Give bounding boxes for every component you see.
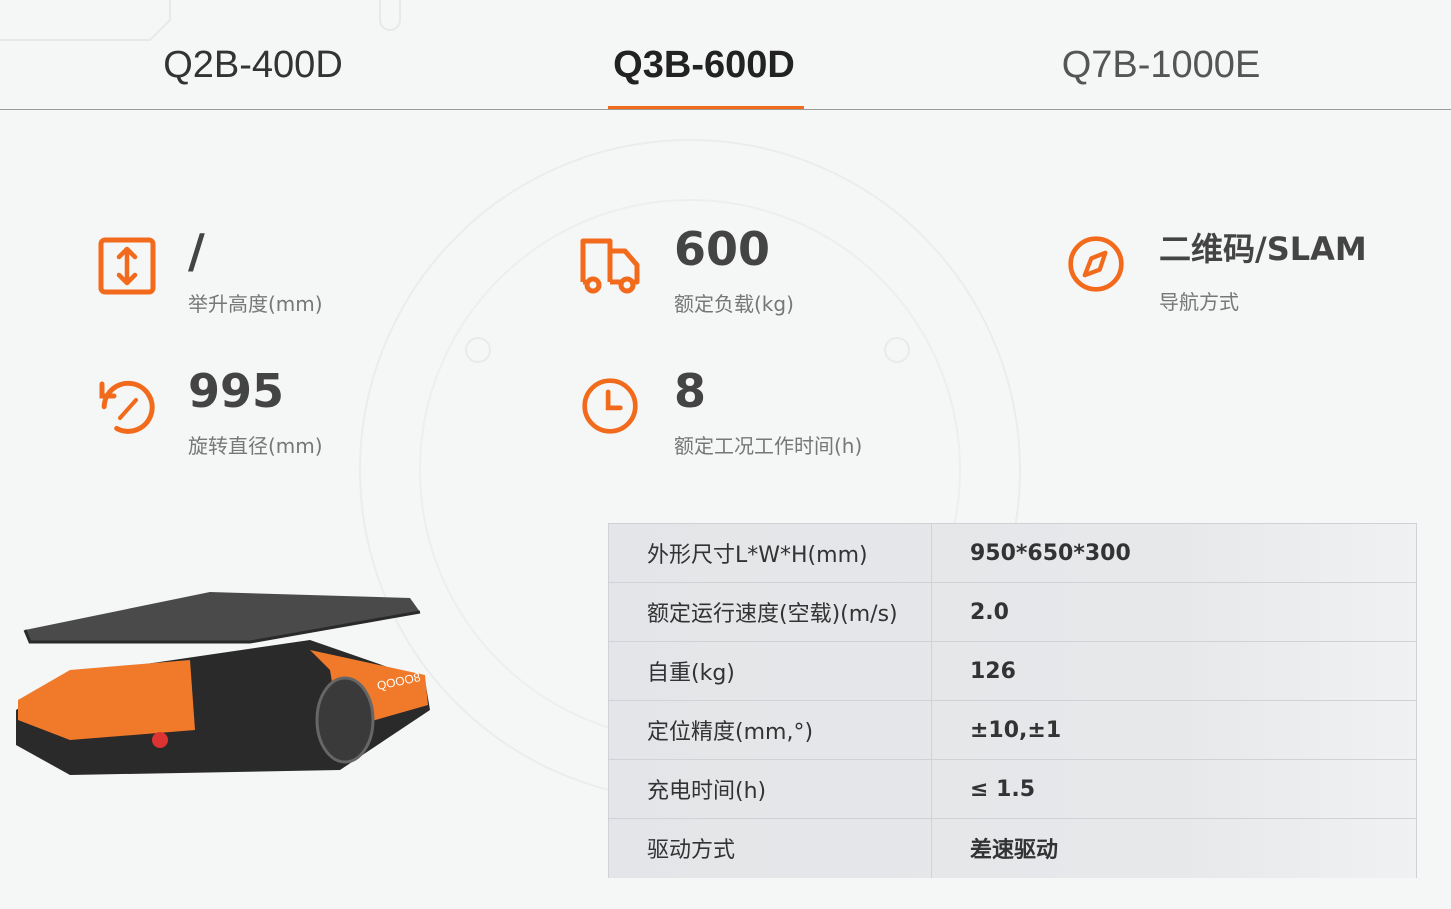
spec-value: 126	[931, 641, 1417, 701]
tab-q2b-400d[interactable]: Q2B-400D	[163, 44, 343, 86]
stat-label: 旋转直径(mm)	[188, 434, 323, 458]
stat-value: 8	[674, 364, 707, 418]
active-tab-indicator	[608, 106, 804, 109]
stat-label: 导航方式	[1159, 290, 1239, 314]
lift-height-icon	[98, 237, 156, 295]
stat-label: 额定负载(kg)	[674, 292, 794, 316]
compass-icon	[1068, 236, 1124, 292]
spec-value: 950*650*300	[931, 523, 1417, 583]
spec-key: 自重(kg)	[608, 641, 932, 701]
spec-value: ±10,±1	[931, 700, 1417, 760]
spec-value: 差速驱动	[931, 818, 1417, 878]
spec-row: 外形尺寸L*W*H(mm) 950*650*300	[608, 523, 1417, 583]
spec-key: 定位精度(mm,°)	[608, 700, 932, 760]
spec-key: 额定运行速度(空载)(m/s)	[608, 582, 932, 642]
spec-value: ≤ 1.5	[931, 759, 1417, 819]
spec-row: 充电时间(h) ≤ 1.5	[608, 759, 1417, 819]
spec-key: 驱动方式	[608, 818, 932, 878]
model-tabs: Q2B-400D Q3B-600D Q7B-1000E	[0, 0, 1451, 110]
clock-icon	[582, 378, 638, 434]
spec-row: 定位精度(mm,°) ±10,±1	[608, 700, 1417, 760]
robot-product-image: QOOO8	[16, 592, 430, 775]
spec-key: 充电时间(h)	[608, 759, 932, 819]
stat-value: 二维码/SLAM	[1159, 230, 1367, 268]
truck-icon	[580, 238, 640, 294]
tab-q7b-1000e[interactable]: Q7B-1000E	[1061, 44, 1261, 86]
stat-value: /	[188, 224, 205, 278]
spec-table: 外形尺寸L*W*H(mm) 950*650*300 额定运行速度(空载)(m/s) 2…	[608, 523, 1417, 878]
stat-value: 995	[188, 364, 285, 418]
rotate-icon	[99, 380, 155, 434]
spec-value: 2.0	[931, 582, 1417, 642]
stat-label: 举升高度(mm)	[188, 292, 323, 316]
spec-row: 驱动方式 差速驱动	[608, 818, 1417, 878]
spec-key: 外形尺寸L*W*H(mm)	[608, 523, 932, 583]
stat-value: 600	[674, 222, 771, 276]
spec-row: 自重(kg) 126	[608, 641, 1417, 701]
stat-label: 额定工况工作时间(h)	[674, 434, 863, 458]
tab-q3b-600d[interactable]: Q3B-600D	[613, 44, 795, 86]
spec-row: 额定运行速度(空载)(m/s) 2.0	[608, 582, 1417, 642]
